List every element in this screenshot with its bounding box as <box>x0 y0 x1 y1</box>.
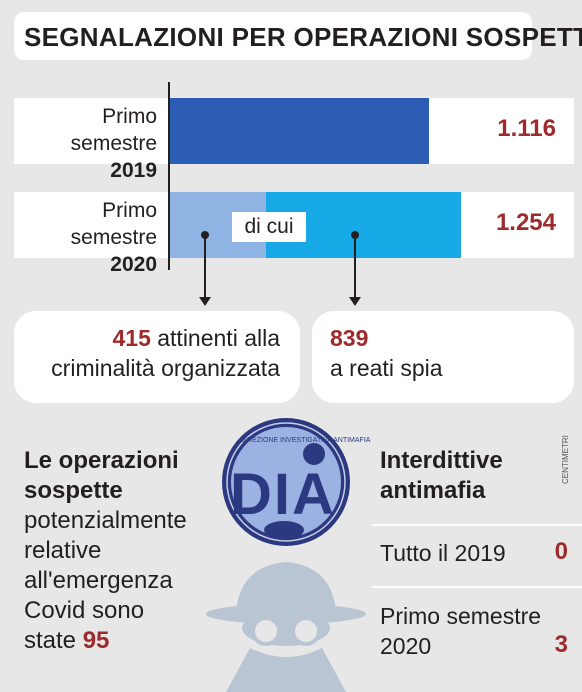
interdittive-title-1: Interdittive <box>380 447 503 474</box>
covid-note-line: all'emergenza <box>24 567 173 594</box>
bar-2019 <box>170 98 429 164</box>
stat-label: Primo semestre 2020 <box>380 601 541 661</box>
stat-label: Tutto il 2019 <box>380 540 506 566</box>
arrowhead-right <box>349 297 361 306</box>
di-cui-label: di cui <box>232 212 306 242</box>
stat-value: 3 <box>554 631 568 658</box>
spy-crimes-text: 839 a reati spia <box>330 323 443 383</box>
stat-row-2019: Tutto il 2019 0 <box>372 538 582 578</box>
logo-letters: DIA <box>230 462 336 527</box>
row-label-year: 2020 <box>110 253 157 276</box>
covid-note-bold-1: Le operazioni <box>24 447 179 474</box>
organized-crime-line1: attinenti alla <box>157 325 280 351</box>
interdittive-title-2: antimafia <box>380 477 486 504</box>
covid-note-prefix: state <box>24 627 77 654</box>
covid-note-line: potenzialmente <box>24 507 187 534</box>
arrow-line-right <box>354 236 356 298</box>
covid-note-bold-2: sospette <box>24 477 123 504</box>
value-label-2020: 1.254 <box>495 209 556 236</box>
dia-spy-illustration: DIREZIONE INVESTIGATIVA ANTIMAFIA DIA <box>206 418 371 692</box>
row-label-2020: Primo semestre 2020 <box>14 197 157 278</box>
arrowhead-left <box>199 297 211 306</box>
row-label-year: 2019 <box>110 159 157 182</box>
dia-logo: DIREZIONE INVESTIGATIVA ANTIMAFIA DIA <box>222 418 371 546</box>
stat-value: 0 <box>554 538 568 565</box>
divider-middle <box>372 586 582 588</box>
arrow-dot-right <box>351 231 359 239</box>
covid-number: 95 <box>82 627 110 654</box>
row-label-line1: Primo semestre <box>70 199 157 249</box>
interdittive-title: Interdittive antimafia <box>380 446 503 506</box>
organized-crime-number: 415 <box>112 325 151 351</box>
title-box <box>14 12 532 60</box>
credit: CENTIMETRI <box>561 435 570 484</box>
covid-note-line: relative <box>24 537 102 564</box>
chart-title: SEGNALAZIONI PER OPERAZIONI SOSPETTE <box>24 22 582 52</box>
divider-top <box>372 524 582 526</box>
organized-crime-line2: criminalità organizzata <box>51 355 280 381</box>
stat-label-line2: 2020 <box>380 633 432 659</box>
arrow-line-left <box>204 236 206 298</box>
covid-note: Le operazioni sospette potenzialmente re… <box>24 446 214 656</box>
row-label-2019: Primo semestre 2019 <box>14 103 157 184</box>
stat-label-line1: Primo semestre <box>380 603 542 629</box>
spy-crimes-number: 839 <box>330 325 369 351</box>
pill-spy-crimes <box>312 311 574 403</box>
row-label-line1: Primo semestre <box>70 105 157 155</box>
logo-seal-icon <box>264 521 304 539</box>
spy-icon <box>206 562 366 692</box>
spy-crimes-line2: a reati spia <box>330 355 443 381</box>
stat-row-2020: Primo semestre 2020 3 <box>372 601 582 665</box>
arrow-dot-left <box>201 231 209 239</box>
logo-text: DIREZIONE INVESTIGATIVA ANTIMAFIA <box>240 437 371 444</box>
emblem-icon <box>303 443 325 465</box>
value-label-2019: 1.116 <box>497 115 556 142</box>
covid-note-line: Covid sono <box>24 597 145 624</box>
pill-organized-crime <box>14 311 300 403</box>
chart-axis <box>168 82 170 270</box>
organized-crime-text: 415 attinenti alla criminalità organizza… <box>51 323 280 383</box>
